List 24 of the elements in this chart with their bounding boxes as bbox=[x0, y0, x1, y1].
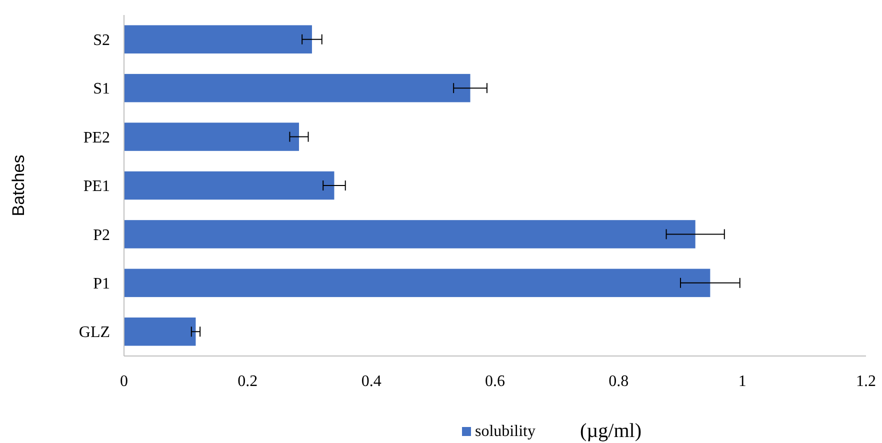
x-tick-label: 0.8 bbox=[608, 373, 629, 390]
x-tick-label: 1.2 bbox=[856, 373, 876, 390]
x-tick-label: 1 bbox=[738, 373, 746, 390]
bar bbox=[124, 74, 470, 102]
x-tick-label: 0.6 bbox=[485, 373, 505, 390]
legend-label: solubility bbox=[475, 423, 536, 440]
bar bbox=[124, 268, 710, 298]
y-tick-label: S1 bbox=[93, 80, 110, 98]
x-tick-label: 0.4 bbox=[361, 373, 382, 390]
bar bbox=[124, 318, 196, 346]
bar bbox=[124, 171, 334, 200]
x-axis-title: (µg/ml) bbox=[580, 420, 642, 442]
y-tick-label: PE1 bbox=[83, 178, 110, 196]
y-tick-label: PE2 bbox=[83, 129, 110, 146]
bar bbox=[124, 122, 299, 151]
y-tick-label: P2 bbox=[93, 226, 110, 244]
bar bbox=[124, 25, 312, 54]
y-tick-label: GLZ bbox=[78, 324, 110, 342]
x-tick-label: 0 bbox=[120, 373, 128, 390]
y-axis-title: Batches bbox=[9, 154, 28, 216]
x-tick-label: 0.2 bbox=[238, 373, 258, 390]
y-tick-label: S2 bbox=[93, 32, 110, 49]
y-tick-label: P1 bbox=[93, 276, 110, 293]
bar bbox=[124, 220, 696, 248]
